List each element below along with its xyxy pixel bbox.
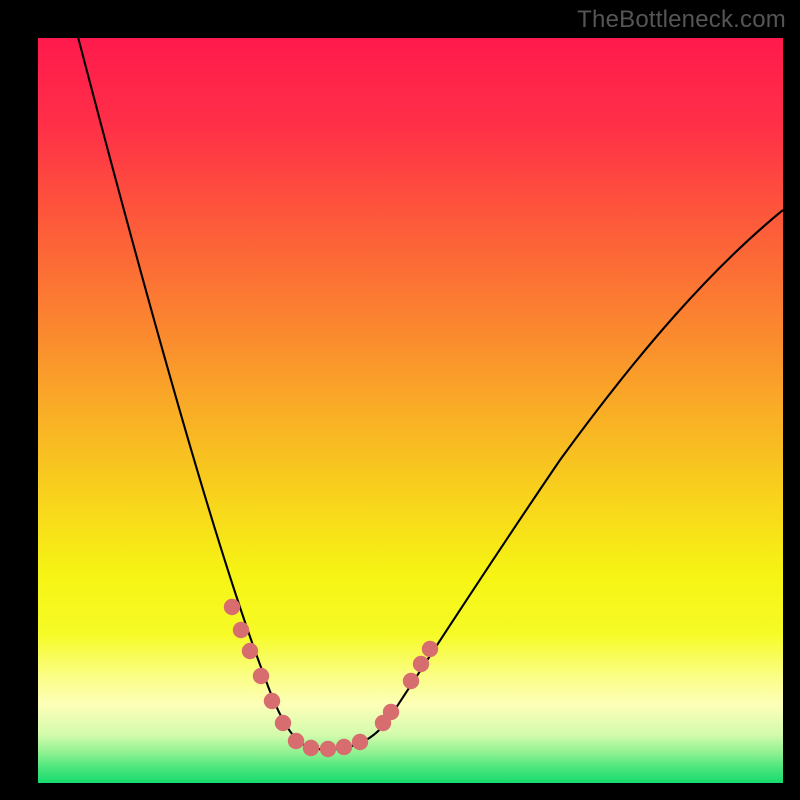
watermark-text: TheBottleneck.com	[577, 6, 786, 34]
plot-background-gradient	[38, 38, 783, 783]
chart-stage: TheBottleneck.com	[0, 0, 800, 800]
